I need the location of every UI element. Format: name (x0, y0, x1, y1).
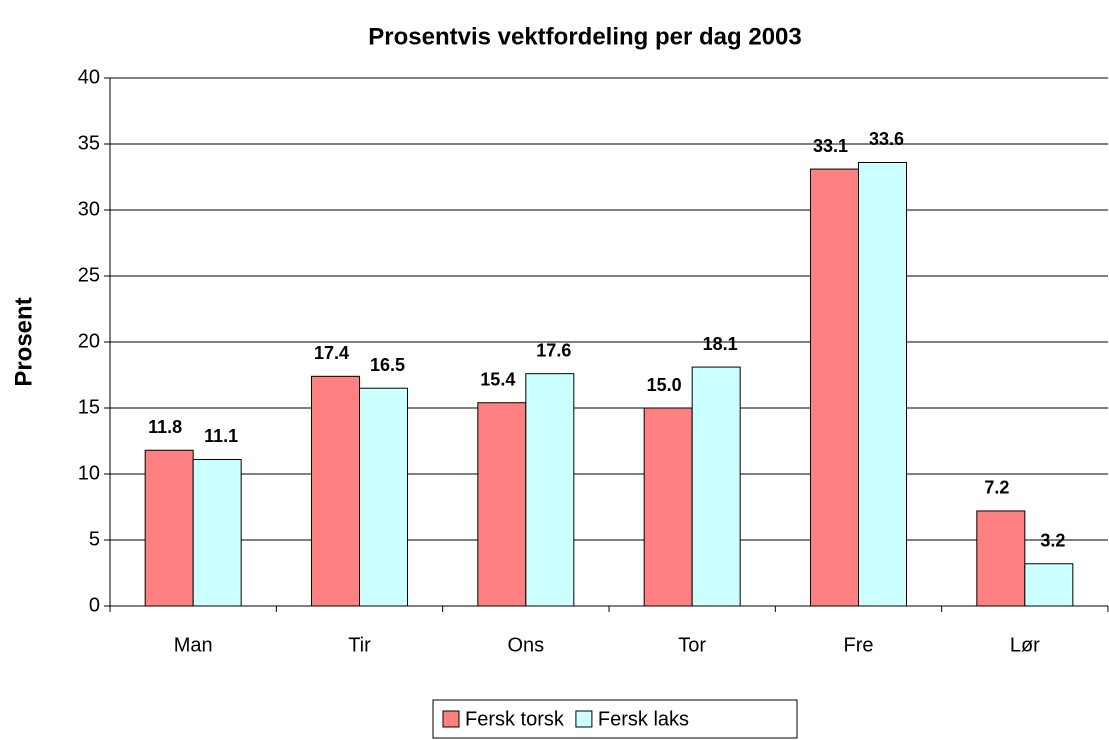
y-tick-label: 40 (78, 66, 100, 88)
data-label: 17.4 (314, 343, 349, 363)
data-label: 11.1 (204, 426, 238, 446)
legend-label: Fersk laks (598, 708, 689, 730)
legend (432, 699, 798, 739)
x-tick-label: Tor (678, 634, 706, 656)
data-label: 7.2 (984, 478, 1009, 498)
data-label: 33.1 (813, 136, 848, 156)
legend-label: Fersk torsk (465, 708, 565, 730)
bar (643, 407, 693, 607)
bar (192, 458, 242, 607)
legend-swatch (442, 710, 460, 728)
x-tick-label: Fre (844, 634, 874, 656)
bar (359, 387, 408, 607)
data-label: 18.1 (703, 334, 738, 354)
y-axis-label: Prosent (10, 297, 37, 386)
data-label: 33.6 (869, 129, 904, 149)
y-tick-label: 30 (78, 198, 100, 220)
data-label: 15.4 (480, 369, 515, 389)
y-tick-label: 15 (78, 396, 100, 418)
x-tick-label: Lør (1010, 634, 1040, 656)
chart-title: Prosentvis vektfordeling per dag 2003 (368, 23, 802, 50)
bar (144, 449, 194, 607)
data-label: 15.0 (647, 375, 682, 395)
bar (858, 161, 907, 607)
bar (311, 375, 360, 607)
bar (976, 510, 1026, 607)
bar (1024, 563, 1074, 607)
bar (691, 366, 741, 607)
data-label: 16.5 (370, 355, 405, 375)
legend-swatch (575, 710, 593, 728)
y-tick-label: 0 (89, 594, 100, 616)
data-label: 17.6 (536, 340, 571, 360)
y-tick-label: 10 (78, 462, 100, 484)
y-tick-label: 5 (89, 528, 100, 550)
y-tick-label: 25 (78, 264, 100, 286)
data-label: 11.8 (148, 417, 182, 437)
x-tick-label: Man (174, 634, 213, 656)
y-tick-label: 35 (78, 132, 100, 154)
bar (810, 168, 859, 607)
bar (525, 373, 575, 607)
x-tick-label: Ons (507, 634, 544, 656)
bar (477, 402, 527, 607)
data-label: 3.2 (1040, 531, 1065, 551)
x-tick-label: Tir (348, 634, 371, 656)
y-tick-label: 20 (78, 330, 100, 352)
